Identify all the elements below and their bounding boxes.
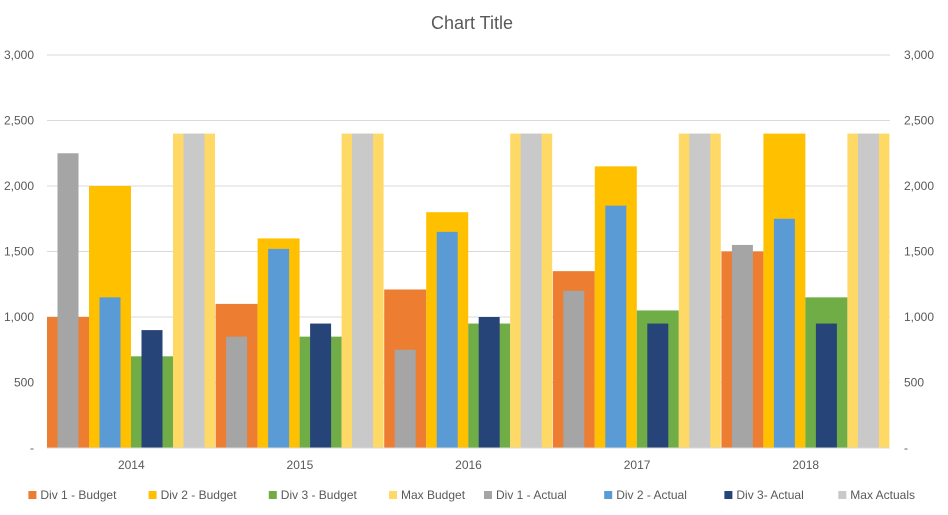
bar	[647, 323, 669, 448]
x-tick-label: 2017	[624, 458, 651, 472]
legend-swatch	[148, 491, 157, 499]
bar	[268, 248, 290, 448]
secondary-y-tick-label: 1,000	[904, 310, 934, 324]
legend-item: Div 1 - Actual	[484, 488, 567, 502]
legend-label: Div 2 - Actual	[616, 488, 687, 502]
legend-label: Div 3 - Budget	[281, 488, 358, 502]
bar	[520, 133, 542, 448]
legend-item: Div 1 - Budget	[28, 488, 117, 502]
x-tick-label: 2014	[118, 458, 145, 472]
bar	[731, 244, 753, 448]
secondary-y-tick-label: 2,500	[904, 114, 934, 128]
bar	[815, 323, 837, 448]
legend-label: Div 1 - Actual	[496, 488, 567, 502]
bar	[563, 290, 585, 448]
legend-swatch	[724, 491, 733, 499]
legend-swatch	[484, 491, 492, 499]
budget-bars	[47, 133, 890, 448]
secondary-y-tick-label: 3,000	[904, 48, 934, 62]
legend-item: Div 3 - Budget	[268, 488, 358, 502]
y-tick-label: 2,000	[4, 179, 34, 193]
legend-item: Div 3- Actual	[724, 488, 804, 502]
bar	[352, 133, 374, 448]
legend-swatch	[838, 491, 847, 499]
bar	[436, 231, 458, 448]
bar	[99, 297, 121, 448]
legend-swatch	[389, 491, 397, 499]
y-tick-label: 1,500	[4, 245, 34, 259]
bar	[394, 349, 416, 448]
axes: - - 500 500 1,000 1,000 1,500 1,500 2,000 2,000 2,…	[4, 48, 934, 472]
x-tick-label: 2016	[455, 458, 482, 472]
legend-item: Max Budget	[389, 488, 466, 502]
bar	[689, 133, 711, 448]
bar	[141, 330, 163, 448]
legend-item: Max Actuals	[838, 488, 915, 502]
y-tick-label: -	[30, 441, 34, 455]
legend-label: Max Budget	[401, 488, 466, 502]
legend-swatch	[604, 491, 613, 499]
legend-swatch	[28, 491, 37, 499]
x-tick-label: 2015	[287, 458, 314, 472]
bar	[226, 336, 248, 448]
y-tick-label: 1,000	[4, 310, 34, 324]
bar	[857, 133, 879, 448]
bar	[310, 323, 332, 448]
legend-label: Div 2 - Budget	[161, 488, 238, 502]
actual-bars	[57, 133, 879, 448]
legend-label: Max Actuals	[850, 488, 915, 502]
bar	[183, 133, 205, 448]
secondary-y-tick-label: 500	[904, 376, 924, 390]
y-tick-label: 500	[14, 376, 34, 390]
y-tick-label: 2,500	[4, 114, 34, 128]
secondary-y-tick-label: 1,500	[904, 245, 934, 259]
legend-label: Div 1 - Budget	[40, 488, 117, 502]
bar	[478, 317, 500, 448]
bar	[605, 205, 627, 448]
legend-swatch	[268, 491, 277, 499]
x-tick-label: 2018	[792, 458, 819, 472]
chart-title: Chart Title	[431, 13, 513, 33]
legend-item: Div 2 - Actual	[604, 488, 687, 502]
legend: Div 1 - Budget Div 2 - Budget Div 3 - Budg…	[28, 488, 915, 502]
bar	[57, 153, 79, 448]
legend-label: Div 3- Actual	[736, 488, 803, 502]
bar	[773, 218, 795, 448]
secondary-y-tick-label: 2,000	[904, 179, 934, 193]
y-tick-label: 3,000	[4, 48, 34, 62]
secondary-y-tick-label: -	[904, 441, 908, 455]
legend-item: Div 2 - Budget	[148, 488, 238, 502]
